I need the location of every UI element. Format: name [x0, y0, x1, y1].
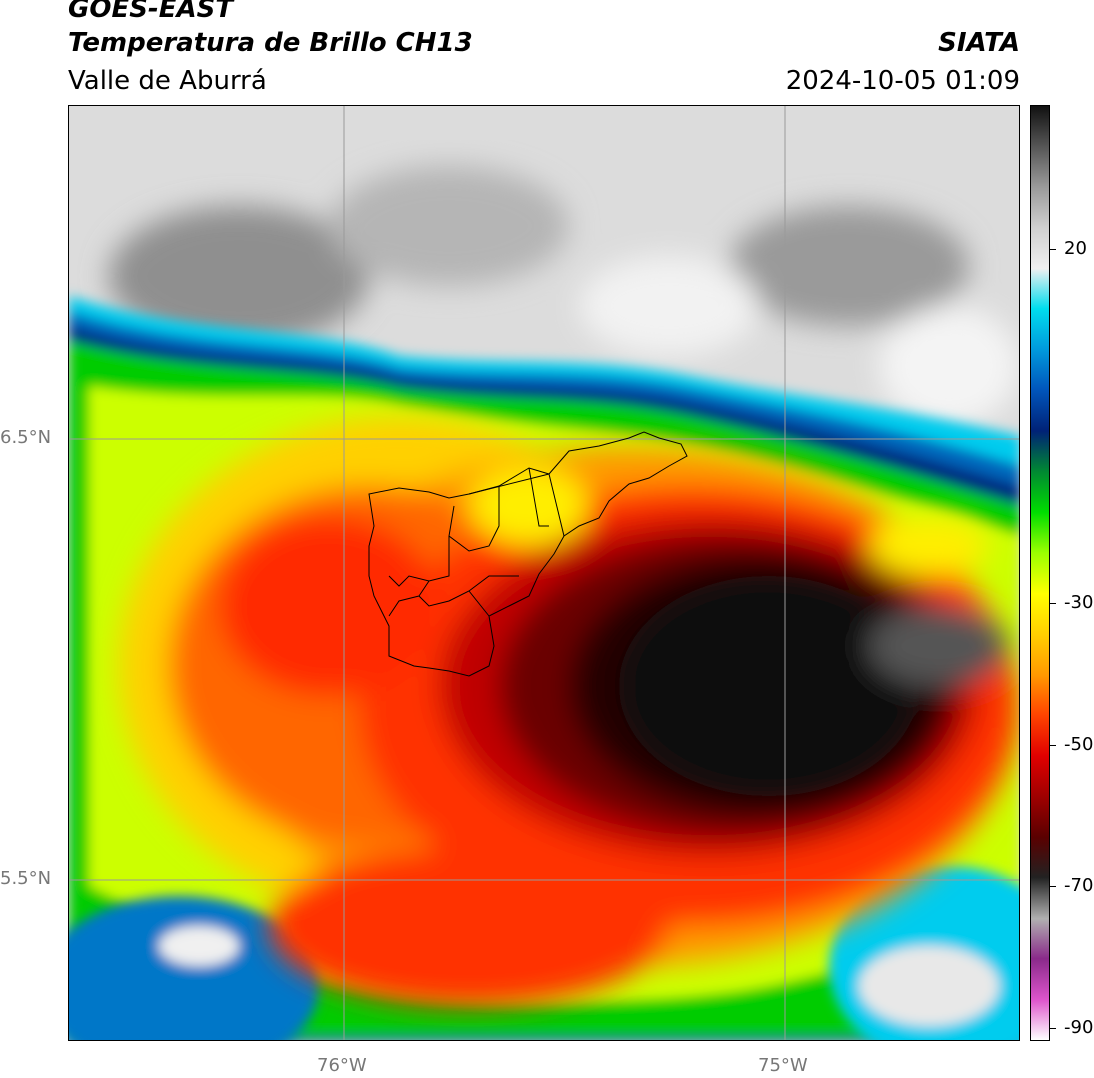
graticule [69, 106, 1019, 1040]
colorbar-label-20: 20 [1064, 238, 1087, 259]
title-line1: GOES-EAST [68, 0, 234, 24]
colorbar-label-minus30: -30 [1064, 592, 1094, 613]
colorbar [1030, 105, 1050, 1041]
lat-label-6-5: 6.5°N [0, 427, 52, 448]
lon-label-76w: 76°W [317, 1055, 367, 1076]
brightness-temperature-field [69, 106, 1019, 1040]
valley-boundary [368, 431, 688, 677]
lat-label-5-5: 5.5°N [0, 868, 52, 889]
colorbar-tick [1050, 745, 1056, 746]
colorbar-tick [1050, 1028, 1056, 1029]
colorbar-tick [1050, 886, 1056, 887]
datetime-label: 2024-10-05 01:09 [785, 66, 1020, 96]
colorbar-tick [1050, 249, 1056, 250]
lon-label-75w: 75°W [758, 1055, 808, 1076]
colorbar-label-minus90: -90 [1064, 1017, 1094, 1038]
colorbar-tick [1050, 603, 1056, 604]
satellite-map[interactable] [68, 105, 1020, 1041]
colorbar-label-minus50: -50 [1064, 734, 1094, 755]
organization-label: SIATA [938, 28, 1020, 58]
subtitle: Valle de Aburrá [68, 66, 267, 96]
colorbar-label-minus70: -70 [1064, 875, 1094, 896]
title-line2: Temperatura de Brillo CH13 [68, 28, 473, 58]
